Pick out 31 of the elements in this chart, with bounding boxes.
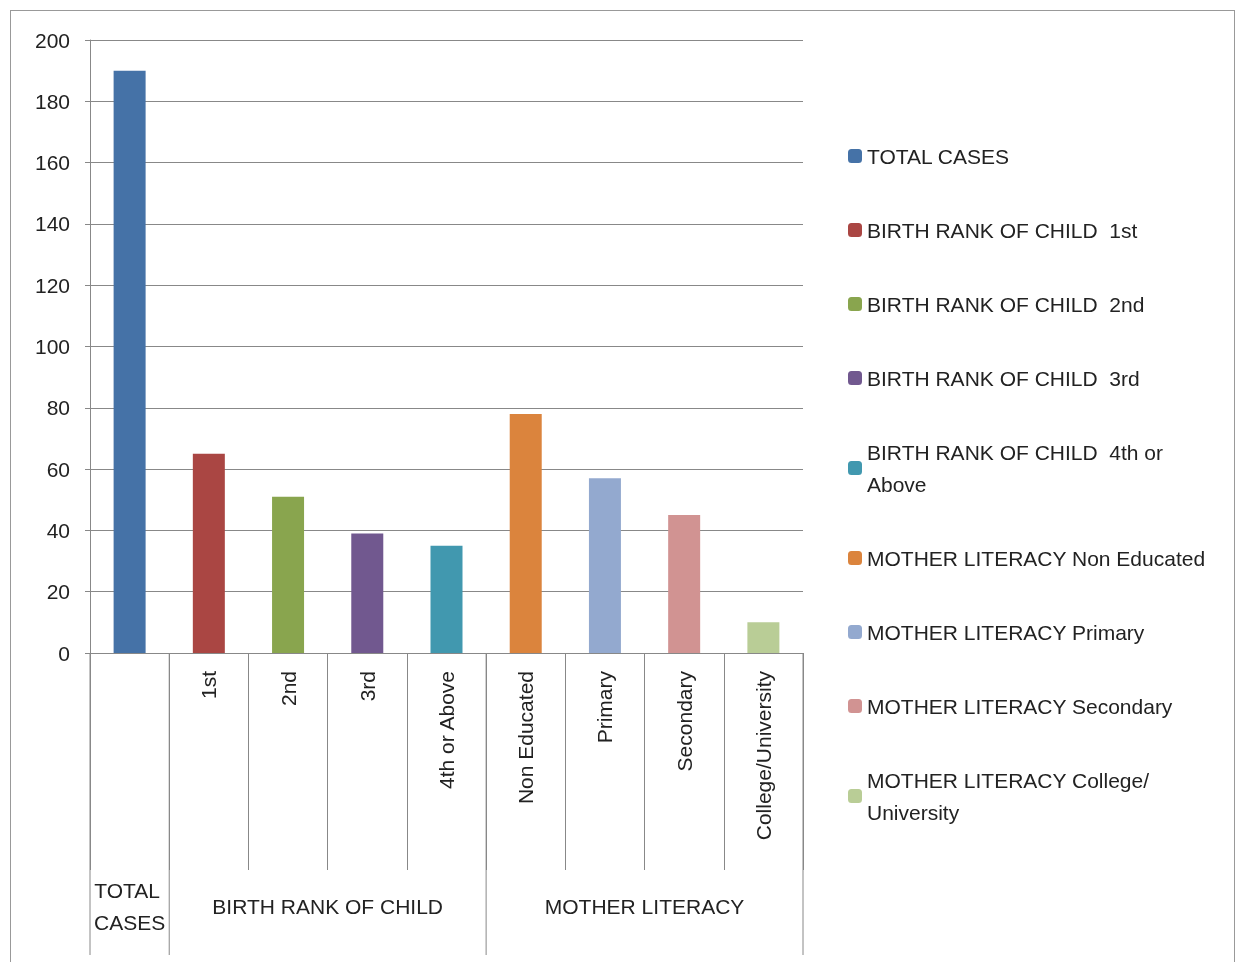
legend-label: BIRTH RANK OF CHILD 1st	[867, 218, 1138, 242]
legend-label: BIRTH RANK OF CHILD 4th or Above	[867, 440, 1169, 496]
x-tick-label: Non Educated	[514, 671, 538, 805]
text: MOTHER LITERACY	[544, 894, 745, 918]
y-tick-label: 180	[34, 89, 70, 113]
legend-label: BIRTH RANK OF CHILD 2nd	[867, 292, 1145, 316]
legend-label: MOTHER LITERACY Secondary	[867, 694, 1173, 718]
legend-label: MOTHER LITERACY Primary	[867, 620, 1145, 644]
x-tick-label: Secondary	[672, 670, 696, 772]
x-tick-label: 2nd	[276, 671, 300, 707]
y-tick-label: 80	[46, 396, 70, 420]
x-tick-label: 1st	[197, 670, 221, 700]
y-tick-label: 200	[34, 28, 70, 52]
y-tick-label: 0	[58, 641, 70, 665]
y-tick-label: 160	[34, 151, 70, 175]
y-tick-label: 140	[34, 212, 70, 236]
x-tick-label: 4th or Above	[435, 671, 458, 789]
x-tick-label: College/University	[751, 670, 775, 841]
x-tick-label: Primary	[593, 670, 617, 744]
text: BIRTH RANK OF CHILD	[212, 894, 443, 918]
text: TOTAL CASES	[94, 878, 166, 934]
legend-label: MOTHER LITERACY Non Educated	[867, 546, 1206, 570]
y-tick-label: 40	[46, 518, 70, 542]
legend-label: MOTHER LITERACY College/University	[867, 768, 1150, 824]
y-tick-label: 20	[46, 580, 70, 604]
legend-label: BIRTH RANK OF CHILD 3rd	[867, 366, 1140, 390]
y-tick-label: 100	[34, 335, 70, 358]
y-tick-label: 60	[46, 457, 70, 481]
legend-label: TOTAL CASES	[867, 144, 1009, 168]
y-tick-label: 120	[34, 273, 70, 297]
x-tick-label: 3rd	[355, 671, 379, 702]
